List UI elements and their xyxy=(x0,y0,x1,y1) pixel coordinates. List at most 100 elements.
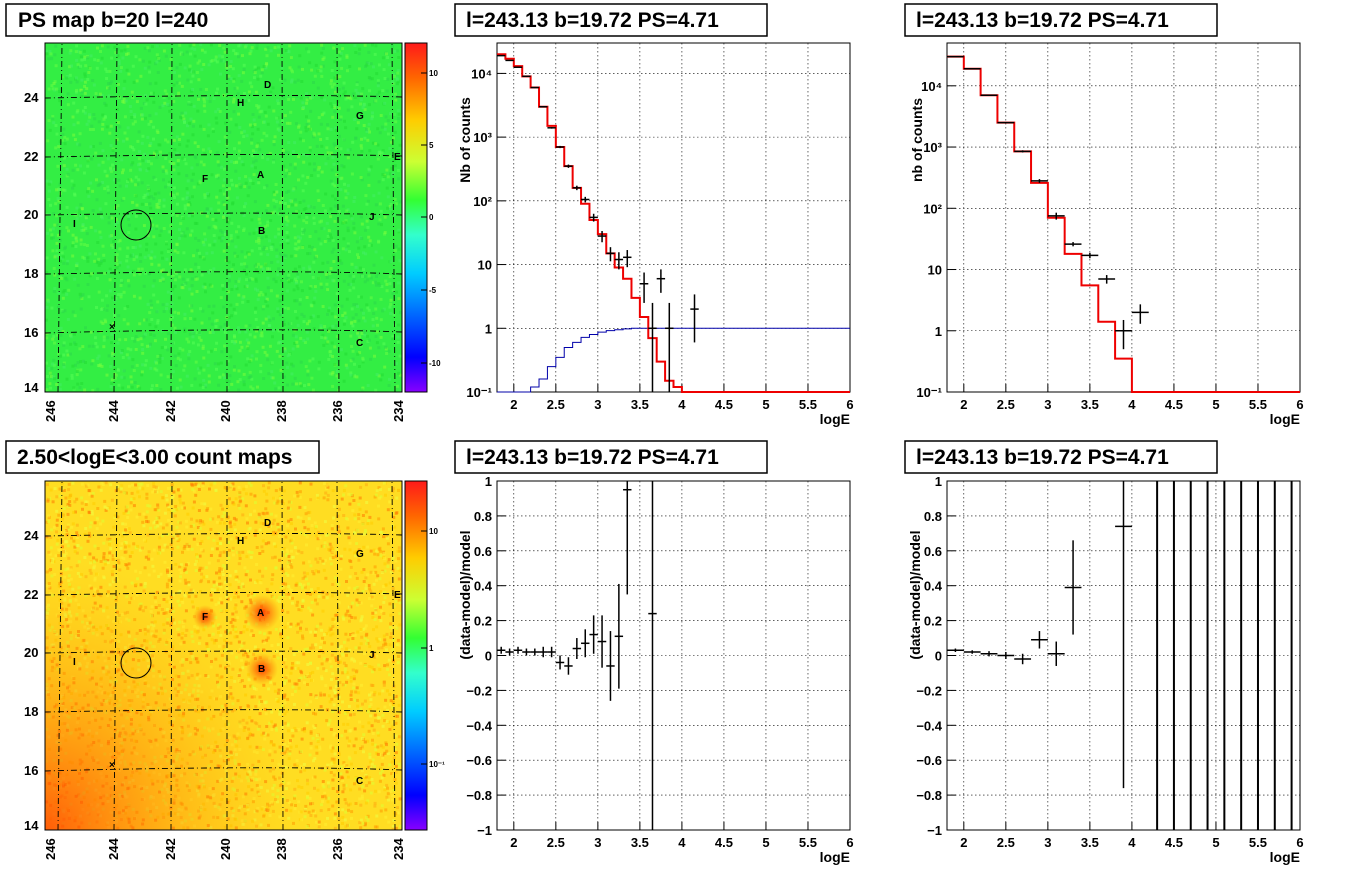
map-pixel xyxy=(181,348,185,352)
map-pixel xyxy=(296,344,300,348)
map-pixel xyxy=(57,554,61,558)
map-pixel xyxy=(301,728,305,732)
map-pixel xyxy=(373,52,377,56)
map-pixel xyxy=(58,229,62,233)
map-pixel xyxy=(154,149,158,153)
map-pixel xyxy=(109,144,113,147)
map-pixel xyxy=(397,230,401,234)
map-pixel xyxy=(123,307,127,311)
map-pixel xyxy=(191,124,195,128)
map-pixel xyxy=(337,251,341,255)
map-pixel xyxy=(306,683,309,686)
map-pixel xyxy=(110,341,113,345)
map-pixel xyxy=(379,753,383,757)
map-pixel xyxy=(99,61,103,65)
map-pixel xyxy=(309,303,313,307)
map-pixel xyxy=(340,497,344,501)
map-pixel xyxy=(192,43,196,47)
map-pixel xyxy=(144,271,148,275)
map-pixel xyxy=(372,592,376,596)
map-pixel xyxy=(99,211,103,215)
map-pixel xyxy=(201,520,205,524)
map-pixel xyxy=(102,555,106,559)
map-pixel xyxy=(114,223,118,227)
map-pixel xyxy=(316,86,320,90)
map-pixel xyxy=(199,338,203,342)
map-pixel xyxy=(125,68,129,72)
map-pixel xyxy=(120,375,124,379)
map-pixel xyxy=(200,502,204,506)
map-pixel xyxy=(278,78,282,82)
map-pixel xyxy=(272,160,275,164)
map-pixel xyxy=(312,711,315,715)
map-pixel xyxy=(287,204,291,208)
map-pixel xyxy=(121,168,125,172)
map-pixel xyxy=(382,634,386,638)
map-pixel xyxy=(188,350,192,353)
map-pixel xyxy=(306,369,310,373)
map-pixel xyxy=(240,131,244,135)
map-pixel xyxy=(167,508,171,512)
map-pixel xyxy=(389,140,393,144)
map-pixel xyxy=(107,82,111,85)
map-pixel xyxy=(325,282,329,286)
map-pixel xyxy=(227,217,231,221)
map-pixel xyxy=(322,693,326,697)
map-pixel xyxy=(295,551,299,555)
map-pixel xyxy=(334,691,338,695)
map-pixel xyxy=(62,365,66,369)
map-pixel xyxy=(48,128,52,132)
map-pixel xyxy=(165,302,169,306)
map-pixel xyxy=(269,289,273,293)
map-pixel xyxy=(329,686,332,690)
map-pixel xyxy=(328,542,332,546)
map-pixel xyxy=(89,330,93,334)
map-pixel xyxy=(55,518,59,522)
map-pixel xyxy=(301,520,305,524)
map-pixel xyxy=(183,234,187,238)
map-pixel xyxy=(207,380,211,384)
map-pixel xyxy=(75,110,79,114)
map-pixel xyxy=(264,317,268,321)
map-pixel xyxy=(73,138,77,142)
map-pixel xyxy=(303,585,307,589)
map-pixel xyxy=(190,166,194,170)
map-pixel xyxy=(306,322,309,326)
map-pixel xyxy=(327,229,331,233)
map-pixel xyxy=(239,183,243,187)
map-pixel xyxy=(378,692,381,696)
map-pixel xyxy=(138,58,142,62)
map-pixel xyxy=(339,765,343,769)
map-pixel xyxy=(103,318,107,322)
map-pixel xyxy=(47,189,51,193)
map-pixel xyxy=(161,526,165,530)
map-pixel xyxy=(221,200,225,204)
source-label-e: E xyxy=(394,152,401,163)
map-pixel xyxy=(338,75,342,79)
map-pixel xyxy=(75,551,79,555)
map-pixel xyxy=(277,386,281,390)
map-pixel xyxy=(119,69,123,73)
map-pixel xyxy=(321,261,325,265)
map-pixel xyxy=(329,545,333,549)
map-pixel xyxy=(63,135,67,139)
map-pixel xyxy=(363,789,367,793)
map-pixel xyxy=(191,488,195,492)
map-pixel xyxy=(266,46,270,50)
map-pixel xyxy=(351,637,355,640)
map-pixel xyxy=(120,49,124,53)
map-pixel xyxy=(379,590,383,594)
map-pixel xyxy=(269,219,273,222)
map-pixel xyxy=(132,294,136,298)
map-pixel xyxy=(86,190,89,194)
map-pixel xyxy=(278,313,282,317)
map-pixel xyxy=(304,365,308,369)
map-pixel xyxy=(157,59,161,62)
map-pixel xyxy=(231,67,235,71)
map-pixel xyxy=(369,698,373,702)
map-pixel xyxy=(67,482,71,486)
map-pixel xyxy=(374,335,378,338)
map-pixel xyxy=(269,49,273,53)
map-pixel xyxy=(345,653,348,657)
map-pixel xyxy=(344,126,348,130)
